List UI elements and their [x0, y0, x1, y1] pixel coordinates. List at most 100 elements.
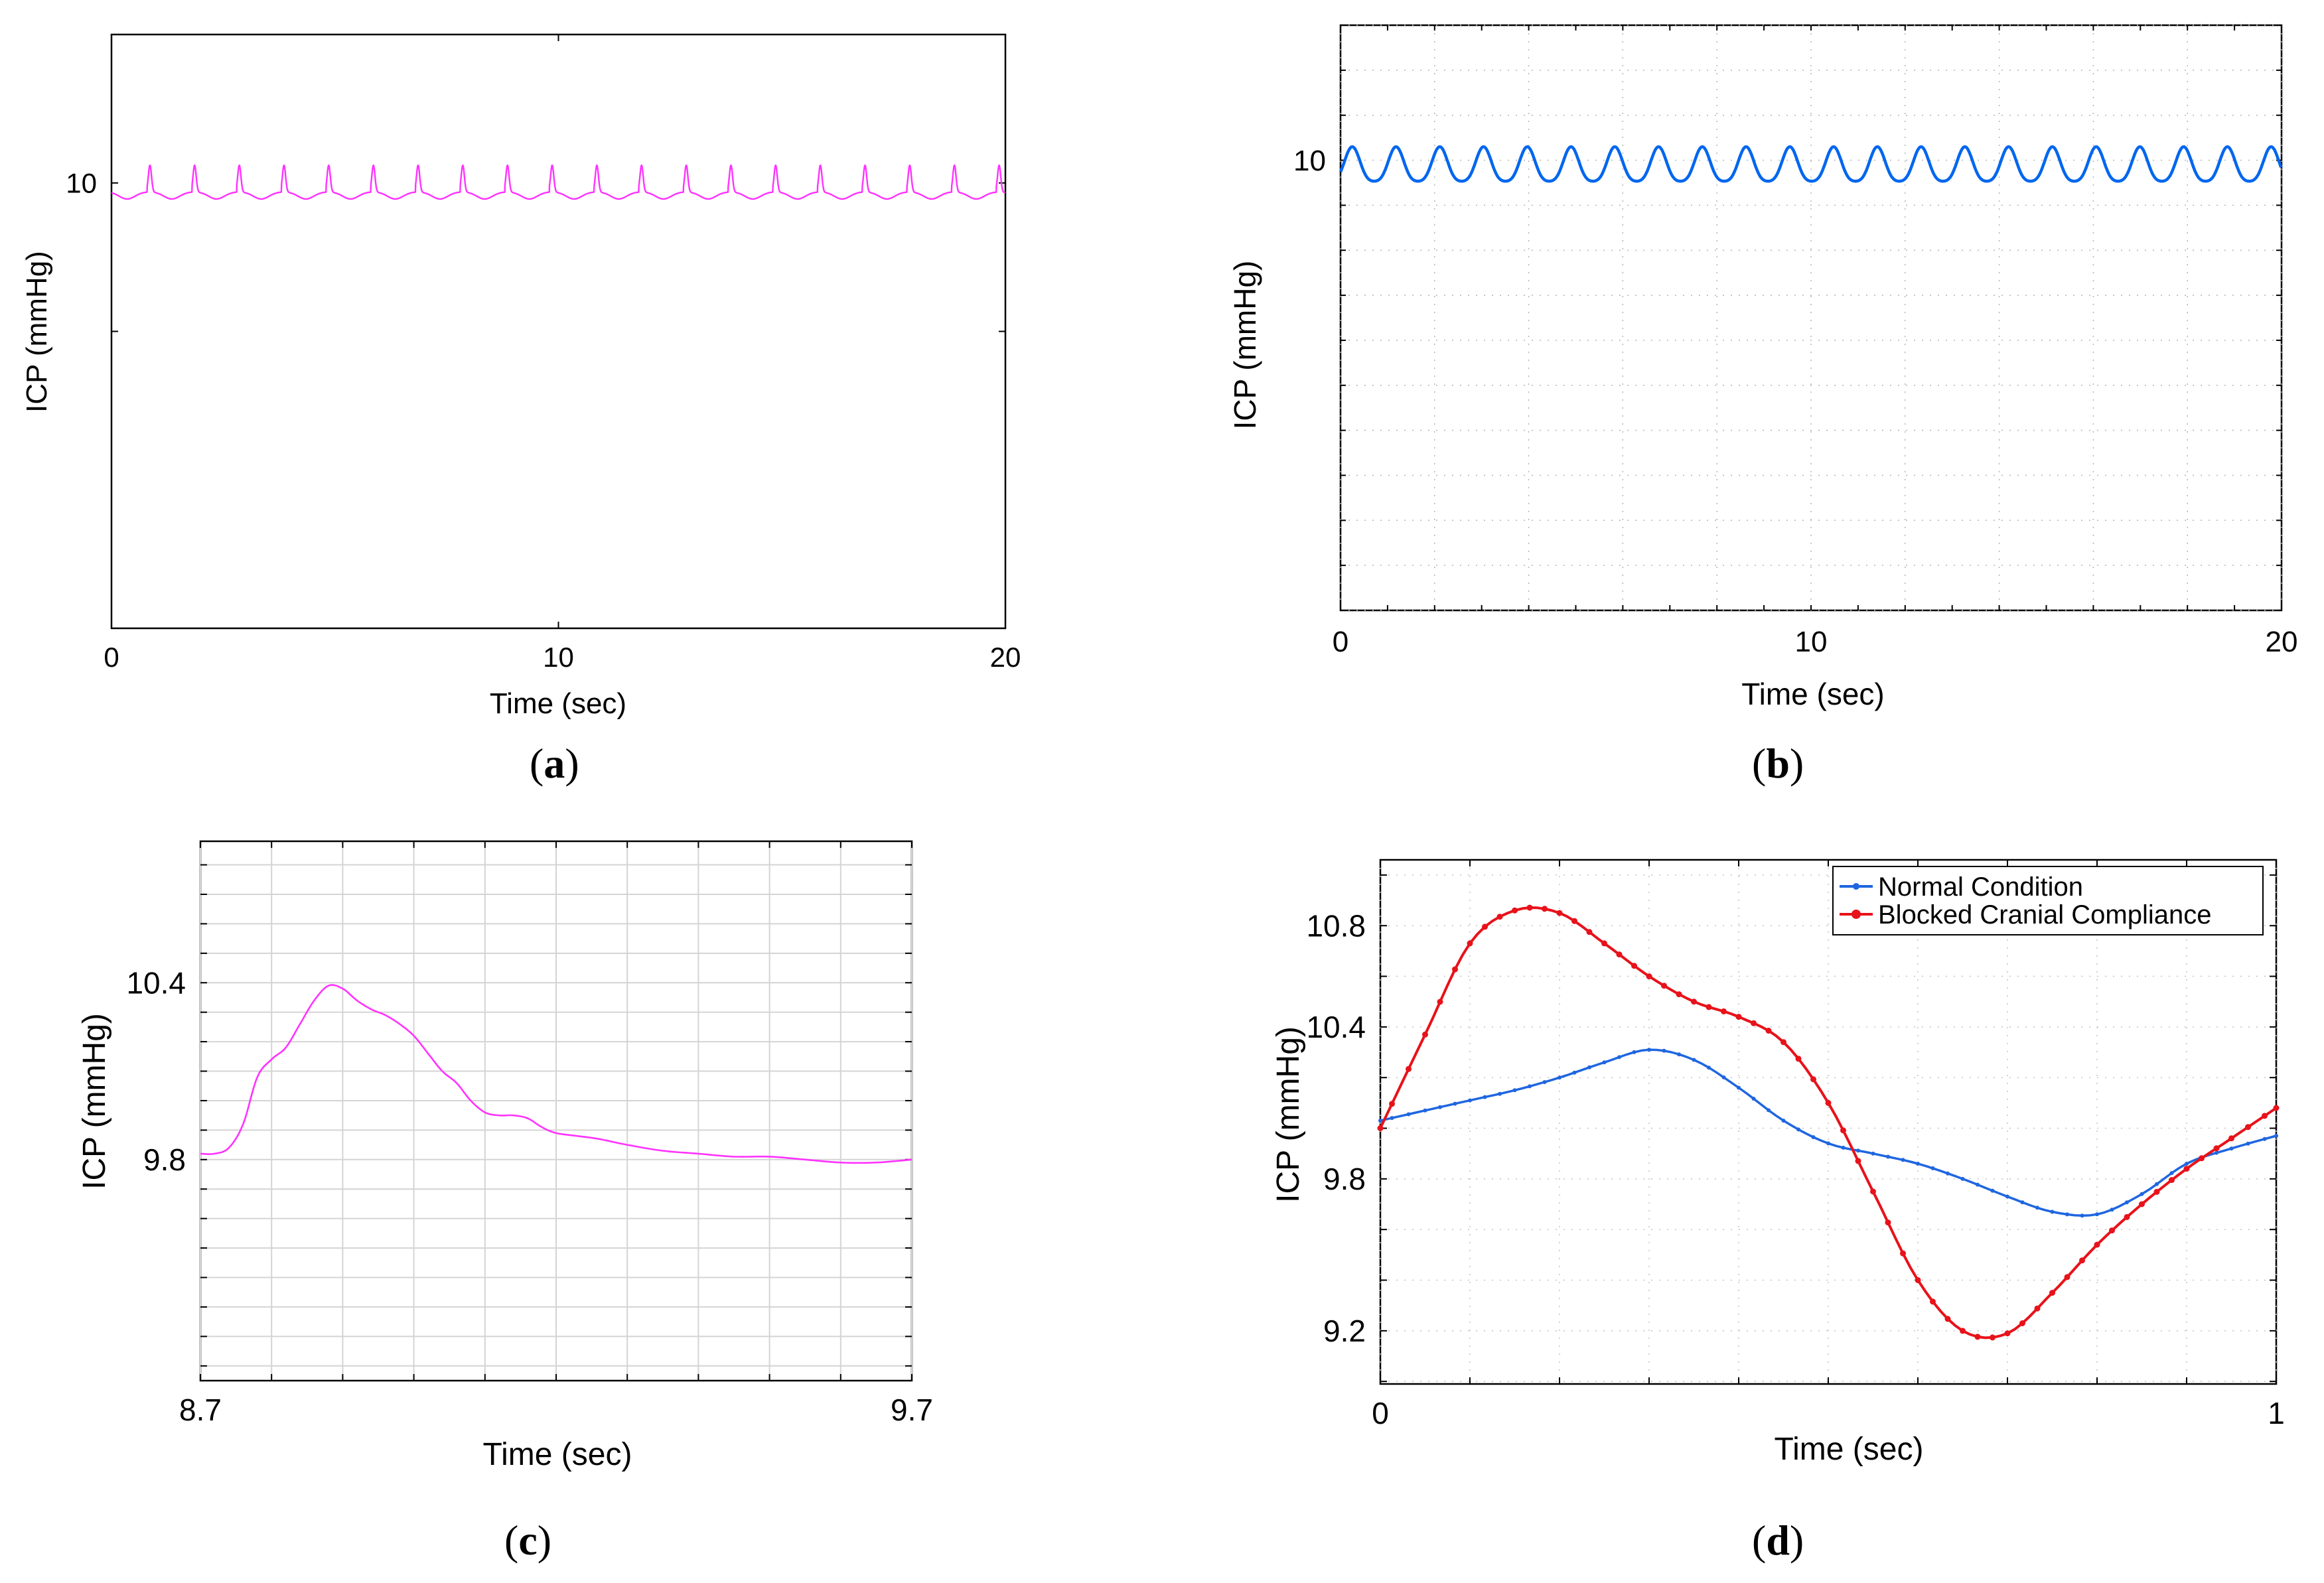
y-tick-label: 10.8 [1306, 908, 1366, 943]
normal-condition-marker [1390, 1116, 1394, 1121]
lines-c [200, 984, 912, 1164]
normal-condition-marker [2095, 1212, 2099, 1217]
normal-condition-marker [1677, 1052, 1681, 1057]
blocked-compliance-marker [1512, 907, 1518, 914]
blocked-compliance-marker [2004, 1330, 2011, 1337]
blocked-compliance-marker [1616, 951, 1623, 958]
normal-condition-marker [2005, 1194, 2009, 1199]
x-axis-label-a: Time (sec) [490, 687, 626, 720]
blocked-compliance-marker [1482, 924, 1488, 930]
blocked-compliance-marker [1676, 991, 1682, 998]
normal-condition-marker [1930, 1166, 1935, 1170]
legend-box [1832, 866, 2264, 935]
y-tick-label: 10 [66, 167, 97, 198]
tick-labels-c: 8.7 9.7 9.8 10.4 [126, 965, 933, 1427]
blocked-compliance-marker [1467, 940, 1473, 947]
blocked-compliance-marker [1586, 929, 1593, 935]
normal-condition-marker [1406, 1112, 1411, 1117]
normal-condition-marker [2274, 1134, 2278, 1138]
normal-condition-marker [1976, 1182, 1980, 1187]
normal-condition-marker [1916, 1162, 1920, 1166]
legend-entry-blocked: Blocked Cranial Compliance [1878, 900, 2211, 929]
normal-condition-marker [2065, 1212, 2069, 1217]
normal-condition-marker [1647, 1048, 1651, 1052]
normal-condition-marker [2246, 1141, 2250, 1146]
blocked-compliance-marker [1855, 1158, 1861, 1164]
x-tick-label: 0 [1372, 1396, 1389, 1430]
y-tick-label: 10.4 [126, 965, 186, 1000]
icp-series-line [200, 984, 912, 1164]
normal-condition-marker [2185, 1162, 2189, 1166]
blocked-compliance-marker [2213, 1145, 2220, 1152]
x-tick-label: 10 [543, 642, 574, 673]
y-tick-label: 9.8 [143, 1142, 186, 1177]
blocked-compliance-marker [1960, 1328, 1966, 1334]
normal-condition-marker [1483, 1095, 1487, 1099]
legend-entry-normal: Normal Condition [1878, 872, 2083, 902]
y-axis-label-b: ICP (mmHg) [1228, 261, 1262, 430]
blocked-compliance-marker [2273, 1105, 2280, 1111]
blocked-compliance-marker [1422, 1031, 1428, 1038]
icp-series-line [111, 164, 1006, 200]
legend-marker-normal [1853, 883, 1859, 890]
legend-marker-blocked [1852, 910, 1861, 919]
y-tick-label: 9.8 [1323, 1162, 1366, 1196]
plot-area-a [110, 33, 1007, 630]
normal-condition-marker [1886, 1154, 1890, 1159]
blocked-compliance-marker [1735, 1014, 1742, 1020]
normal-condition-marker [1767, 1108, 1771, 1113]
y-tick-label: 10 [1293, 145, 1326, 177]
blocked-compliance-marker [2139, 1201, 2145, 1207]
normal-condition-marker [1826, 1141, 1830, 1146]
normal-condition-marker [1751, 1097, 1756, 1101]
panel-b: 0 10 20 10 Time (sec) ICP (mmHg) (b) [1228, 24, 2297, 787]
blocked-compliance-marker [1944, 1316, 1951, 1322]
blocked-compliance-marker [1452, 966, 1458, 973]
x-tick-label: 9.7 [891, 1393, 933, 1427]
panel-label-a: (a) [530, 740, 579, 787]
normal-condition-marker [1990, 1188, 1995, 1193]
blocked-compliance-marker [1825, 1099, 1832, 1106]
panel-label-c: (c) [504, 1517, 551, 1564]
tick-labels-b: 0 10 20 10 [1293, 145, 2297, 658]
normal-condition-marker [2262, 1136, 2267, 1141]
normal-condition-marker [2050, 1209, 2055, 1214]
blocked-compliance-marker [1795, 1056, 1802, 1062]
x-tick-label: 8.7 [179, 1393, 222, 1427]
normal-condition-marker [1453, 1101, 1457, 1106]
blocked-compliance-marker [1990, 1334, 1996, 1341]
blocked-compliance-marker [2183, 1166, 2190, 1172]
normal-condition-marker [2125, 1200, 2129, 1205]
ticks-d [1380, 860, 2277, 1384]
normal-condition-marker [1662, 1048, 1666, 1053]
normal-condition-marker [1871, 1151, 1875, 1156]
blocked-compliance-marker [1930, 1298, 1936, 1305]
blocked-compliance-marker [2034, 1305, 2041, 1312]
lines-b [1339, 145, 2283, 183]
blocked-compliance-marker [1631, 963, 1637, 969]
panel-label-d: (d) [1752, 1517, 1804, 1564]
normal-condition-marker [2080, 1213, 2084, 1218]
blocked-compliance-marker [1721, 1008, 1727, 1014]
blocked-compliance-marker [1974, 1334, 1981, 1340]
y-tick-label: 9.2 [1323, 1314, 1366, 1348]
y-axis-label-d: ICP (mmHg) [1271, 1026, 1306, 1203]
blocked-compliance-marker [2228, 1135, 2234, 1142]
x-axis-label-b: Time (sec) [1741, 677, 1885, 711]
normal-condition-marker [1498, 1091, 1502, 1096]
normal-condition-marker [1378, 1119, 1382, 1123]
blocked-compliance-marker [2079, 1257, 2085, 1264]
normal-condition-marker [1707, 1066, 1711, 1070]
blocked-compliance-marker [2245, 1124, 2251, 1131]
blocked-compliance-marker [1706, 1004, 1712, 1010]
normal-condition-marker [2229, 1146, 2234, 1151]
panel-d: 0 1 9.2 9.8 10.4 10.8 Normal Condition Blocke… [1271, 859, 2285, 1564]
blocked-compliance-marker [2199, 1155, 2205, 1162]
blocked-compliance-marker [2019, 1320, 2025, 1326]
blocked-compliance-marker [1870, 1188, 1876, 1195]
tick-labels-a: 0 10 20 10 [66, 167, 1021, 673]
blocked-compliance-marker [1406, 1066, 1412, 1072]
panel-c: 8.7 9.7 9.8 10.4 Time (sec) ICP (mmHg) (c) [77, 840, 933, 1564]
x-axis-label-c: Time (sec) [483, 1437, 632, 1472]
